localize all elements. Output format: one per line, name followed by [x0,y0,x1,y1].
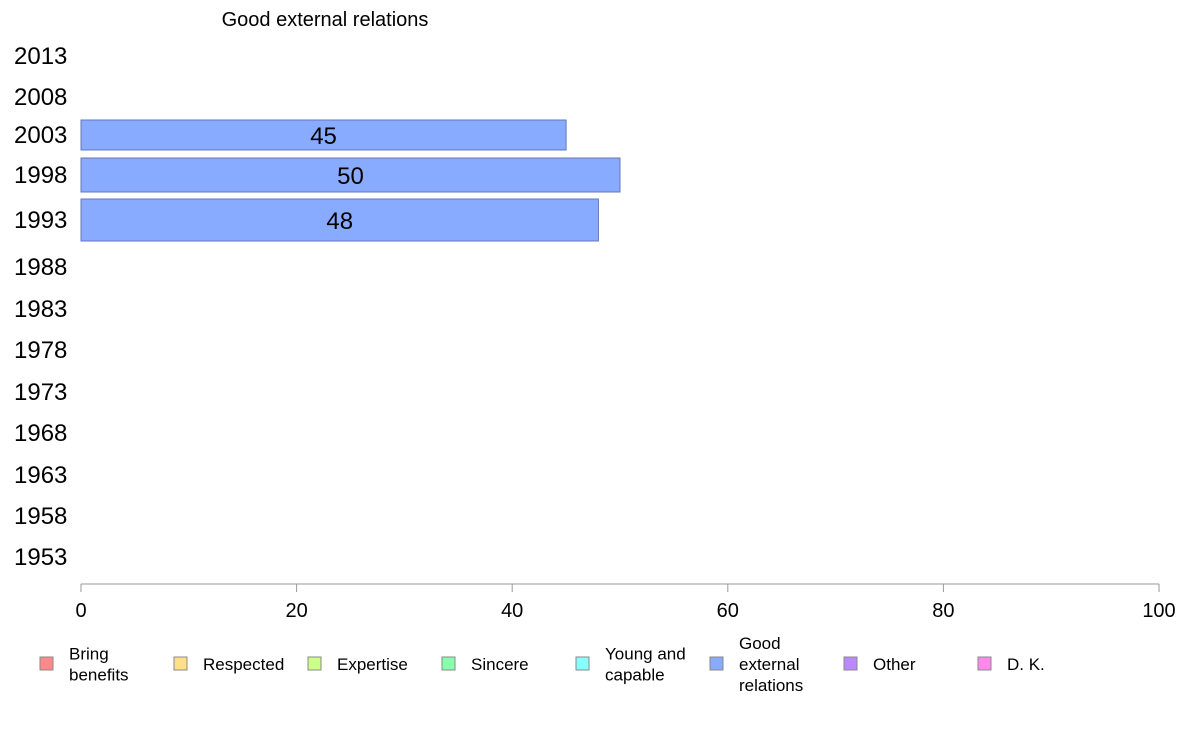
legend-item: Other [843,655,916,674]
y-label-1973: 1973 [14,379,67,406]
x-tick-label-100: 100 [1142,600,1175,622]
legend-label: Good external relations [739,634,803,695]
y-label-2003: 2003 [14,122,67,149]
legend-item: Young and capable [575,645,686,685]
y-label-1968: 1968 [14,420,67,447]
x-tick-label-60: 60 [717,600,739,622]
bar-1998 [80,157,621,193]
y-label-1958: 1958 [14,503,67,530]
legend-label: Expertise [337,655,408,674]
legend-swatch [173,656,188,671]
legend-swatch [977,656,992,671]
legend-item: Respected [173,655,284,674]
legend-swatch [843,656,858,671]
legend-item: Sincere [441,655,529,674]
legend-item: D. K. [977,655,1045,674]
bar-2003 [80,119,567,151]
x-axis: 0 20 40 60 80 100 [75,583,1176,622]
legend: Bring benefits Respected Expertise Sincere Yo… [39,634,1045,695]
legend-label: Other [873,655,916,674]
y-label-1998: 1998 [14,162,67,189]
chart-title: Good external relations [222,9,429,31]
legend-label: D. K. [1007,655,1045,674]
legend-label: Young and capable [605,645,686,685]
y-label-2013: 2013 [14,43,67,70]
legend-swatch [709,656,724,671]
legend-label: Bring benefits [69,645,129,685]
legend-swatch [575,656,590,671]
x-tick-label-20: 20 [285,600,307,622]
legend-label: Respected [203,655,284,674]
y-label-1993: 1993 [14,207,67,234]
bar-label-1993: 48 [326,208,353,235]
legend-item: Expertise [307,655,408,674]
legend-label: Sincere [471,655,529,674]
y-axis-labels: 2013 2008 2003 1998 1993 1988 1983 1978 1973 1968… [14,43,67,571]
y-label-1983: 1983 [14,296,67,323]
legend-item: Good external relations [709,634,803,695]
bar-label-2003: 45 [310,123,337,150]
y-label-1988: 1988 [14,254,67,281]
legend-swatch [39,656,54,671]
bar-1993 [80,198,599,242]
legend-item: Bring benefits [39,645,129,685]
bar-label-1998: 50 [337,163,364,190]
x-tick-label-40: 40 [501,600,523,622]
x-tick-label-80: 80 [932,600,954,622]
y-label-1978: 1978 [14,337,67,364]
x-tick-label-0: 0 [75,600,86,622]
legend-swatch [307,656,322,671]
y-label-1963: 1963 [14,462,67,489]
legend-swatch [441,656,456,671]
y-label-1953: 1953 [14,544,67,571]
y-label-2008: 2008 [14,84,67,111]
